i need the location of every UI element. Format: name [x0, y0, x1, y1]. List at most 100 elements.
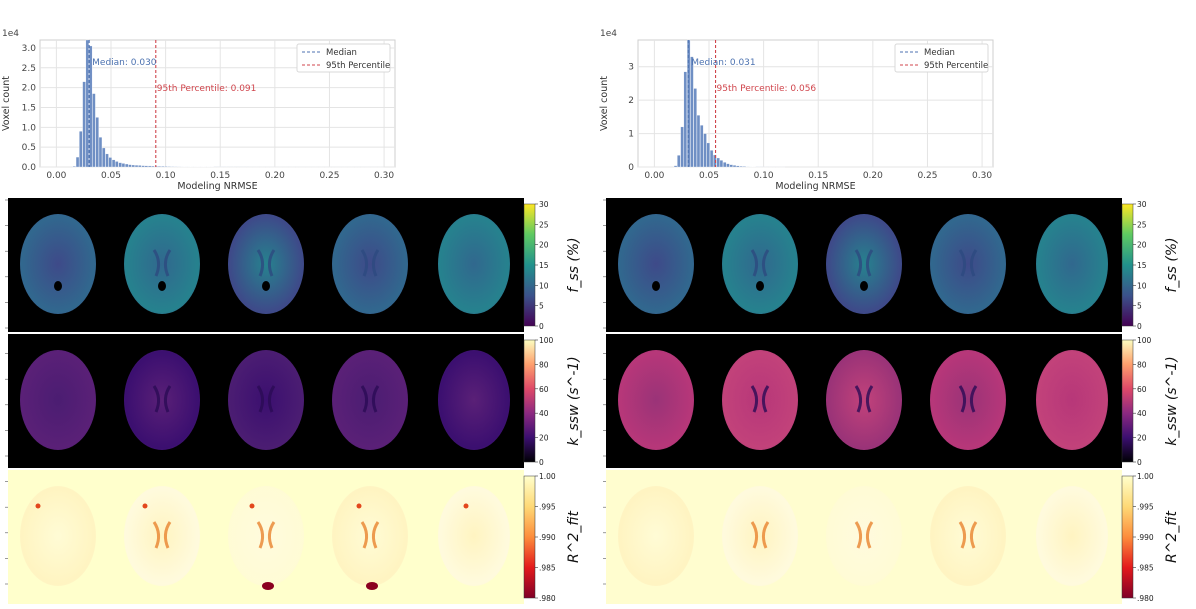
y-axis-label: Voxel count: [1, 76, 12, 131]
y-tick-label: 0.0: [22, 163, 37, 173]
colorbar-label: f_ss (%): [1164, 237, 1180, 292]
dark-spot: [652, 281, 660, 291]
histogram-bar: [121, 163, 126, 168]
x-tick-label: 0.30: [972, 171, 992, 181]
ventricle: [256, 249, 276, 277]
histogram-bar: [680, 126, 684, 168]
histogram-bar: [108, 157, 112, 168]
legend-p95-label: 95th Percentile: [326, 61, 390, 71]
ventricle: [360, 521, 380, 549]
histogram-bar: [75, 156, 80, 168]
x-tick-label: 0.20: [863, 171, 883, 181]
histogram-bar: [128, 164, 132, 168]
histogram-bar: [98, 137, 103, 168]
histogram-bar: [161, 166, 165, 168]
colorbar-tick-label: 10: [1137, 281, 1147, 290]
hotspot: [366, 582, 378, 590]
hotspot: [463, 503, 469, 509]
colorbar-label: R^2_fit: [1164, 511, 1180, 563]
parameter-maps-right: 0 5 10 15 20 25 30 f_ss (%) 0 20 40 60 80 100 k_ssw (s…: [603, 198, 1180, 604]
histogram-bar: [134, 165, 139, 168]
colorbar: [523, 475, 536, 599]
x-axis-label: Modeling NRMSE: [775, 181, 855, 192]
histogram-bar: [723, 162, 727, 168]
y-tick-label: 1.0: [22, 123, 37, 133]
histogram-bar: [79, 131, 83, 168]
ventricle: [152, 385, 172, 413]
brain-slice: [20, 350, 96, 450]
brain-slice: [124, 486, 200, 586]
colorbar-tick-label: 100: [539, 336, 554, 345]
histogram-bar: [736, 165, 740, 168]
ventricle: [360, 249, 380, 277]
ventricle: [256, 521, 276, 549]
brain-slice: [1036, 486, 1108, 586]
ventricle: [958, 521, 978, 549]
brain-slice: [722, 214, 798, 314]
colorbar-tick-label: 80: [1137, 360, 1147, 369]
colorbar-tick-label: 80: [539, 360, 549, 369]
y-multiplier: 1e4: [600, 29, 617, 39]
colorbar-tick-label: 20: [1137, 241, 1147, 250]
colorbar: [523, 339, 536, 463]
colorbar-tick-label: 15: [1137, 261, 1147, 270]
legend-p95-label: 95th Percentile: [924, 61, 988, 71]
colorbar-tick-label: 20: [539, 434, 549, 443]
brain-slice: [1036, 350, 1108, 450]
colorbar-tick-label: 20: [1137, 434, 1147, 443]
histogram-bar: [95, 117, 99, 168]
y-axis-label: Voxel count: [599, 76, 610, 131]
histogram-left: 0.00 0.05 0.10 0.15 0.20 0.25 0.30 0.0 0.5 1.0 1.5…: [1, 29, 396, 192]
colorbar-tick-label: 25: [1137, 220, 1147, 229]
colorbar-tick-label: 25: [539, 220, 549, 229]
brain-slice: [228, 214, 304, 314]
colorbar-tick-label: 0: [539, 458, 544, 467]
y-tick-label: 1.5: [22, 103, 36, 113]
histogram-bar: [729, 164, 733, 168]
histogram-bar: [151, 165, 155, 168]
x-tick-label: 0.30: [374, 171, 394, 181]
legend-box: [894, 43, 989, 73]
parameter-maps-left: 0 5 10 15 20 25 30 f_ss (%) 0 20 40 60 80 100 k_ssw (s…: [5, 198, 582, 604]
colorbar-tick-label: 1.00: [1137, 472, 1154, 481]
histogram-bar: [167, 166, 171, 168]
x-tick-label: 0.15: [210, 171, 230, 181]
histogram-bar: [157, 166, 162, 168]
histogram-bar: [102, 147, 106, 168]
x-tick-label: 0.05: [699, 171, 719, 181]
brain-slice: [228, 350, 304, 450]
histogram-bar: [693, 88, 697, 168]
colorbar: [523, 203, 536, 327]
brain-slice: [438, 214, 510, 314]
x-tick-label: 0.05: [101, 171, 121, 181]
histogram-bar: [115, 161, 119, 168]
colorbar-tick-label: 100: [1137, 336, 1152, 345]
histogram-bar: [82, 81, 86, 168]
brain-slice: [20, 486, 96, 586]
ventricle: [854, 385, 874, 413]
x-tick-label: 0.25: [319, 171, 339, 181]
x-tick-label: 0.20: [265, 171, 285, 181]
y-tick-label: 3.0: [22, 44, 37, 54]
histogram-bar: [111, 159, 116, 168]
brain-slice: [826, 350, 902, 450]
histogram-bar: [164, 166, 168, 168]
dark-spot: [54, 281, 62, 291]
brain-slice: [826, 214, 902, 314]
histogram-bar: [138, 165, 142, 168]
brain-slice: [332, 214, 408, 314]
brain-slice: [124, 214, 200, 314]
ventricle: [750, 521, 770, 549]
ventricle: [854, 521, 874, 549]
dark-spot: [860, 281, 868, 291]
histogram-bar: [719, 160, 724, 168]
colorbar-tick-label: 40: [539, 409, 549, 418]
x-axis-label: Modeling NRMSE: [177, 181, 257, 192]
colorbar-tick-label: 15: [539, 261, 549, 270]
y-tick-label: 2.0: [22, 84, 37, 94]
y-tick-label: 1: [628, 130, 634, 140]
histogram-bar: [732, 165, 737, 168]
histogram-bar: [742, 166, 746, 168]
histogram-bar: [683, 71, 688, 168]
brain-slice: [124, 350, 200, 450]
